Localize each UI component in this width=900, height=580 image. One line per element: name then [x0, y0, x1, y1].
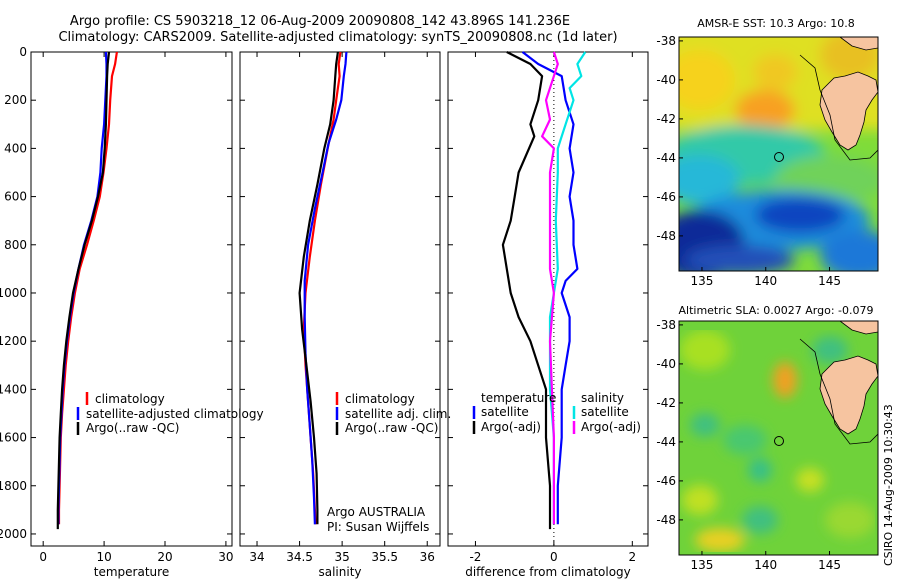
x-tick-label: 0 [550, 550, 558, 564]
map-sst-frame [678, 36, 879, 272]
map-sla-land [819, 355, 878, 435]
map-sst [679, 37, 878, 271]
map-sla-argo-marker [774, 436, 784, 446]
series-line [56, 51, 111, 530]
x-tick-label: -2 [469, 550, 481, 564]
map-y-tick-label: -46 [656, 474, 676, 488]
map-y-tick-label: -40 [656, 357, 676, 371]
x-tick-label: 10 [96, 550, 111, 564]
map-sla-land-north [839, 321, 878, 335]
legend-label: satellite adj. clim. [345, 407, 451, 421]
series-line [303, 51, 348, 525]
y-tick-label: 0 [19, 45, 27, 59]
map-y-tick-label: -48 [656, 229, 676, 243]
legend-title-salinity: salinity [581, 391, 624, 405]
map-sla [679, 321, 878, 555]
map-x-tick-label: 135 [691, 274, 714, 288]
legend-label: satellite [481, 405, 529, 419]
map-sla-frame [678, 320, 879, 556]
legend-label: climatology [345, 392, 415, 406]
map-y-tick-label: -38 [656, 318, 676, 332]
y-tick-label: 800 [4, 238, 27, 252]
y-tick-label: 1800 [0, 479, 27, 493]
y-tick-label: 1200 [0, 334, 27, 348]
x-tick-label: 34 [249, 550, 264, 564]
map-y-tick-label: -48 [656, 513, 676, 527]
y-tick-label: 600 [4, 190, 27, 204]
plot-frame [30, 51, 233, 547]
x-tick-label: 34.5 [286, 550, 313, 564]
x-tick-label: 20 [157, 550, 172, 564]
map-y-tick-label: -44 [656, 435, 676, 449]
credit-vertical: CSIRO 14-Aug-2009 10:30:43 [882, 404, 895, 566]
map-y-tick-label: -38 [656, 34, 676, 48]
annotation-pi: PI: Susan Wijffels [327, 520, 429, 534]
map-x-tick-label: 145 [818, 274, 841, 288]
series-line [501, 51, 552, 530]
map-sst-title: AMSR-E SST: 10.3 Argo: 10.8 [697, 17, 855, 30]
legend-label: climatology [95, 392, 165, 406]
map-sla-field [680, 330, 875, 552]
map-x-tick-label: 140 [754, 274, 777, 288]
map-sst-contour [799, 54, 878, 161]
map-y-tick-label: -42 [656, 112, 676, 126]
map-sst-land [819, 71, 878, 151]
x-axis-label: difference from climatology [465, 565, 631, 579]
legend-label: Argo(..raw -QC) [345, 421, 438, 435]
plot-frame [239, 51, 441, 547]
x-axis-label: temperature [94, 565, 169, 579]
temperature-panel: 0 10 20 30 temperature 0 200 400 600 800 1000 1200 1… [0, 45, 234, 579]
y-tick-label: 1000 [0, 286, 27, 300]
temperature-legend: climatology satellite-adjusted climatolo… [76, 392, 264, 435]
y-tick-label: 2000 [0, 527, 27, 541]
map-sla-contour [799, 338, 878, 445]
series-line [541, 51, 559, 525]
salinity-panel: 34 34.5 35 35.5 36 salinity [239, 51, 441, 579]
x-tick-label: 35 [334, 550, 349, 564]
x-axis-label: salinity [318, 565, 361, 579]
legend-label: Argo(-adj) [581, 420, 641, 434]
map-y-tick-label: -40 [656, 73, 676, 87]
map-sst-argo-marker [774, 152, 784, 162]
difference-legend: temperature satellite Argo(-adj) salinit… [472, 391, 641, 434]
legend-label: Argo(..raw -QC) [86, 421, 179, 435]
legend-label: satellite [581, 405, 629, 419]
map-x-tick-label: 145 [818, 558, 841, 572]
salinity-legend: climatology satellite adj. clim. Argo(..… [327, 392, 451, 534]
map-x-tick-label: 140 [754, 558, 777, 572]
map-sla-title: Altimetric SLA: 0.0027 Argo: -0.079 [679, 304, 874, 317]
map-y-tick-label: -44 [656, 151, 676, 165]
map-ticks: 135 140 145 -38 -40 -42 -44 -46 -48 135 140 145 -38 -… [656, 34, 841, 572]
y-tick-label: 1600 [0, 431, 27, 445]
map-y-tick-label: -46 [656, 190, 676, 204]
y-tick-label: 200 [4, 93, 27, 107]
legend-label: Argo(-adj) [481, 420, 541, 434]
series-line [521, 51, 579, 525]
title-line-2: Climatology: CARS2009. Satellite-adjuste… [58, 30, 617, 45]
title-line-1: Argo profile: CS 5903218_12 06-Aug-2009 … [70, 14, 570, 29]
x-tick-label: 0 [39, 550, 47, 564]
series-line [548, 51, 587, 525]
x-tick-label: 2 [628, 550, 636, 564]
map-sst-land-north [839, 37, 878, 51]
y-tick-label: 1400 [0, 382, 27, 396]
legend-title-temperature: temperature [481, 391, 556, 405]
legend-label: satellite-adjusted climatology [86, 407, 264, 421]
map-x-tick-label: 135 [691, 558, 714, 572]
x-tick-label: 30 [218, 550, 233, 564]
x-tick-label: 36 [420, 550, 435, 564]
y-tick-label: 400 [4, 141, 27, 155]
annotation-argo: Argo AUSTRALIA [327, 505, 426, 519]
map-y-tick-label: -42 [656, 396, 676, 410]
x-tick-label: 35.5 [371, 550, 398, 564]
series-line [298, 51, 339, 525]
